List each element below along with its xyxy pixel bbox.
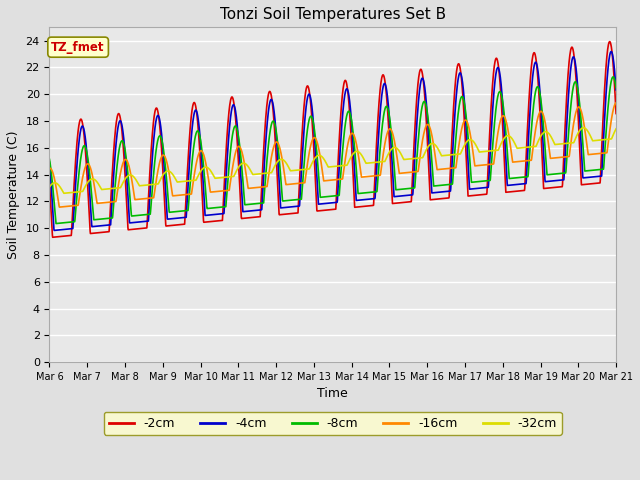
- Title: Tonzi Soil Temperatures Set B: Tonzi Soil Temperatures Set B: [220, 7, 446, 22]
- Y-axis label: Soil Temperature (C): Soil Temperature (C): [7, 131, 20, 259]
- Text: TZ_fmet: TZ_fmet: [51, 41, 105, 54]
- X-axis label: Time: Time: [317, 387, 348, 400]
- Legend: -2cm, -4cm, -8cm, -16cm, -32cm: -2cm, -4cm, -8cm, -16cm, -32cm: [104, 412, 562, 435]
